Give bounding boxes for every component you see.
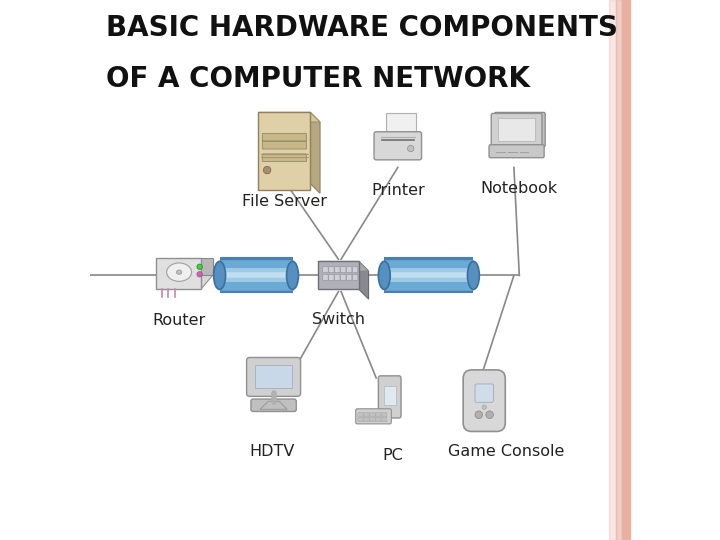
- Circle shape: [264, 166, 271, 174]
- FancyBboxPatch shape: [382, 413, 387, 417]
- Circle shape: [486, 411, 493, 418]
- FancyBboxPatch shape: [384, 386, 396, 405]
- FancyBboxPatch shape: [489, 145, 544, 158]
- FancyBboxPatch shape: [256, 365, 292, 388]
- FancyBboxPatch shape: [335, 274, 340, 280]
- Ellipse shape: [379, 261, 390, 289]
- Text: BASIC HARDWARE COMPONENTS: BASIC HARDWARE COMPONENTS: [107, 14, 618, 42]
- FancyBboxPatch shape: [329, 267, 334, 273]
- Polygon shape: [258, 112, 320, 122]
- FancyBboxPatch shape: [262, 154, 307, 161]
- Polygon shape: [310, 112, 320, 193]
- Bar: [616, 0, 623, 540]
- FancyBboxPatch shape: [358, 417, 364, 422]
- Text: Notebook: Notebook: [481, 181, 558, 196]
- FancyBboxPatch shape: [323, 267, 328, 273]
- FancyBboxPatch shape: [498, 118, 535, 141]
- Circle shape: [482, 405, 487, 409]
- FancyBboxPatch shape: [386, 113, 416, 136]
- Circle shape: [197, 272, 202, 277]
- Ellipse shape: [214, 261, 225, 289]
- FancyBboxPatch shape: [364, 417, 369, 422]
- FancyBboxPatch shape: [323, 274, 328, 280]
- FancyBboxPatch shape: [374, 132, 421, 160]
- FancyBboxPatch shape: [251, 399, 297, 411]
- FancyBboxPatch shape: [346, 267, 352, 273]
- Circle shape: [475, 411, 482, 418]
- FancyBboxPatch shape: [356, 409, 392, 424]
- FancyBboxPatch shape: [370, 417, 375, 422]
- FancyBboxPatch shape: [364, 413, 369, 417]
- FancyBboxPatch shape: [353, 267, 358, 273]
- FancyBboxPatch shape: [156, 258, 201, 289]
- FancyBboxPatch shape: [258, 112, 310, 190]
- Polygon shape: [156, 275, 212, 289]
- FancyBboxPatch shape: [379, 376, 401, 418]
- Circle shape: [197, 264, 202, 269]
- Polygon shape: [318, 261, 369, 271]
- Ellipse shape: [176, 270, 181, 274]
- Text: Router: Router: [153, 313, 206, 328]
- FancyBboxPatch shape: [329, 274, 334, 280]
- FancyBboxPatch shape: [382, 417, 387, 422]
- Text: Game Console: Game Console: [448, 444, 564, 459]
- Ellipse shape: [287, 261, 299, 289]
- FancyBboxPatch shape: [370, 413, 375, 417]
- FancyBboxPatch shape: [246, 357, 301, 396]
- FancyBboxPatch shape: [318, 261, 359, 289]
- Text: Printer: Printer: [371, 183, 425, 198]
- FancyBboxPatch shape: [376, 417, 381, 422]
- Polygon shape: [359, 261, 369, 299]
- FancyBboxPatch shape: [491, 113, 542, 148]
- Bar: [622, 0, 630, 540]
- FancyBboxPatch shape: [376, 413, 381, 417]
- FancyBboxPatch shape: [495, 112, 545, 147]
- Bar: [609, 0, 616, 540]
- FancyBboxPatch shape: [335, 267, 340, 273]
- Polygon shape: [179, 258, 212, 275]
- Circle shape: [408, 145, 414, 152]
- FancyBboxPatch shape: [475, 384, 493, 402]
- Text: OF A COMPUTER NETWORK: OF A COMPUTER NETWORK: [107, 65, 530, 93]
- FancyBboxPatch shape: [358, 413, 364, 417]
- FancyBboxPatch shape: [341, 274, 346, 280]
- Polygon shape: [260, 401, 287, 409]
- FancyBboxPatch shape: [262, 141, 307, 149]
- Text: Switch: Switch: [312, 312, 365, 327]
- Text: File Server: File Server: [242, 194, 327, 210]
- FancyBboxPatch shape: [341, 267, 346, 273]
- Text: HDTV: HDTV: [250, 444, 295, 459]
- FancyBboxPatch shape: [262, 133, 307, 141]
- Text: PC: PC: [382, 448, 402, 463]
- FancyBboxPatch shape: [346, 274, 352, 280]
- Ellipse shape: [167, 263, 192, 281]
- FancyBboxPatch shape: [463, 370, 505, 431]
- Ellipse shape: [467, 261, 480, 289]
- FancyBboxPatch shape: [353, 274, 358, 280]
